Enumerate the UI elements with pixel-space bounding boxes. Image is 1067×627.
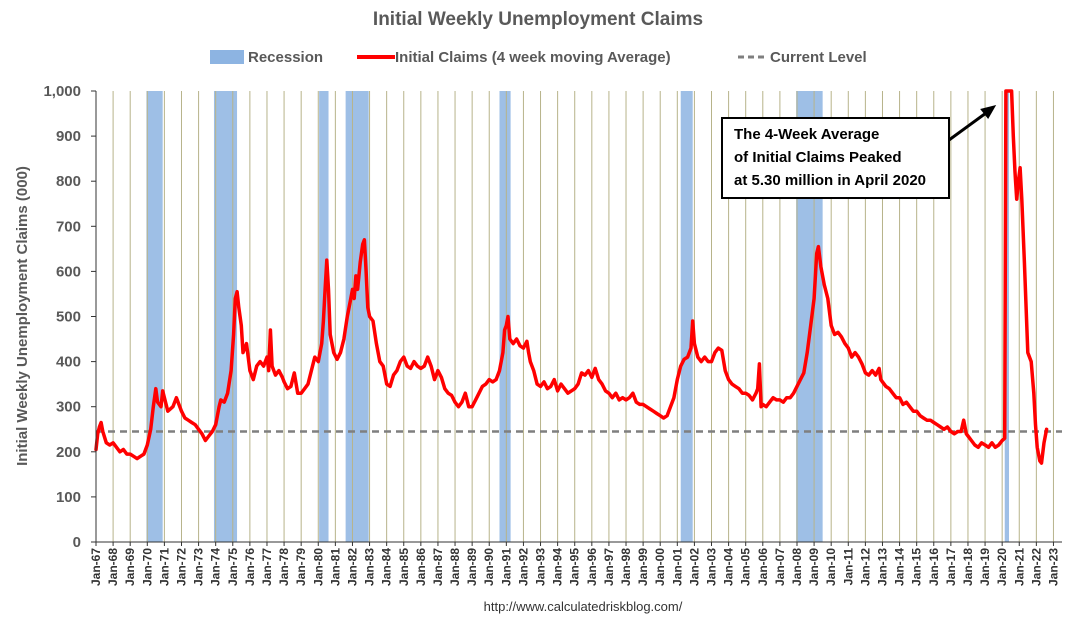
legend-label: Initial Claims (4 week moving Average) <box>395 49 671 66</box>
annotation-arrow-line <box>948 108 992 142</box>
x-tick-label: Jan-69 <box>123 548 137 586</box>
x-tick-label: Jan-07 <box>773 548 787 586</box>
y-tick-label: 900 <box>56 128 81 145</box>
x-tick-label: Jan-85 <box>397 548 411 586</box>
y-tick-label: 800 <box>56 173 81 190</box>
x-tick-label: Jan-80 <box>311 548 325 586</box>
x-tick-label: Jan-84 <box>380 548 394 586</box>
legend-label: Recession <box>248 49 323 66</box>
legend-label: Current Level <box>770 49 867 66</box>
x-tick-label: Jan-89 <box>465 548 479 586</box>
y-tick-label: 100 <box>56 489 81 506</box>
y-tick-label: 400 <box>56 354 81 371</box>
y-tick-label: 300 <box>56 399 81 416</box>
x-tick-label: Jan-67 <box>89 548 103 586</box>
x-tick-label: Jan-14 <box>893 548 907 586</box>
x-tick-label: Jan-12 <box>858 548 872 586</box>
y-ticks: 0 100 200 300 400 500 600 700 800 900 1,000 <box>43 83 96 551</box>
y-axis-label: Initial Weekly Unemployment Claims (000) <box>14 166 31 466</box>
x-tick-label: Jan-10 <box>824 548 838 586</box>
recession-band <box>213 91 238 542</box>
recession-band <box>680 91 693 542</box>
x-tick-label: Jan-00 <box>653 548 667 586</box>
x-tick-label: Jan-15 <box>910 548 924 586</box>
x-tick-label: Jan-08 <box>790 548 804 586</box>
x-tick-label: Jan-17 <box>944 548 958 586</box>
x-tick-label: Jan-23 <box>1046 548 1060 586</box>
y-tick-label: 500 <box>56 309 81 326</box>
x-tick-label: Jan-96 <box>585 548 599 586</box>
x-tick-label: Jan-13 <box>875 548 889 586</box>
x-tick-label: Jan-16 <box>927 548 941 586</box>
x-tick-label: Jan-18 <box>961 548 975 586</box>
annotation-box <box>721 117 950 199</box>
x-tick-label: Jan-91 <box>499 548 513 586</box>
legend-swatch-recession <box>210 50 244 64</box>
recession-band <box>499 91 511 542</box>
x-tick-label: Jan-74 <box>209 548 223 586</box>
x-tick-label: Jan-20 <box>995 548 1009 586</box>
x-tick-label: Jan-73 <box>192 548 206 586</box>
x-tick-label: Jan-83 <box>363 548 377 586</box>
x-tick-label: Jan-72 <box>174 548 188 586</box>
recession-band <box>345 91 369 542</box>
x-tick-label: Jan-90 <box>482 548 496 586</box>
x-tick-label: Jan-02 <box>687 548 701 586</box>
x-tick-label: Jan-93 <box>534 548 548 586</box>
x-tick-label: Jan-75 <box>226 548 240 586</box>
x-tick-label: Jan-88 <box>448 548 462 586</box>
x-tick-label: Jan-95 <box>568 548 582 586</box>
x-tick-label: Jan-70 <box>140 548 154 586</box>
series-line <box>94 89 1049 465</box>
x-tick-label: Jan-71 <box>157 548 171 586</box>
x-tick-label: Jan-97 <box>602 548 616 586</box>
x-tick-label: Jan-87 <box>431 548 445 586</box>
x-tick-label: Jan-94 <box>551 548 565 586</box>
x-tick-label: Jan-21 <box>1012 548 1026 586</box>
x-tick-label: Jan-09 <box>807 548 821 586</box>
x-tick-label: Jan-22 <box>1029 548 1043 586</box>
x-tick-label: Jan-82 <box>345 548 359 586</box>
x-tick-label: Jan-11 <box>841 548 855 586</box>
y-tick-label: 0 <box>73 534 81 551</box>
annotation-text: The 4-Week Average <box>734 126 879 143</box>
x-tick-label: Jan-99 <box>636 548 650 586</box>
annotation-text: of Initial Claims Peaked <box>734 149 902 166</box>
x-tick-label: Jan-04 <box>722 548 736 586</box>
y-tick-label: 600 <box>56 263 81 280</box>
x-tick-label: Jan-92 <box>516 548 530 586</box>
y-tick-label: 700 <box>56 218 81 235</box>
recession-band <box>146 91 163 542</box>
x-tick-label: Jan-05 <box>739 548 753 586</box>
x-ticks: Jan-67 Jan-68 Jan-69 Jan-70 Jan-71 Jan-72 Jan-… <box>89 542 1060 586</box>
x-tick-label: Jan-19 <box>978 548 992 586</box>
x-tick-label: Jan-86 <box>414 548 428 586</box>
x-tick-label: Jan-78 <box>277 548 291 586</box>
legend: Recession Initial Claims (4 week moving A… <box>210 49 867 66</box>
annotation: The 4-Week Average of Initial Claims Peak… <box>721 105 997 199</box>
x-tick-label: Jan-79 <box>294 548 308 586</box>
x-tick-label: Jan-01 <box>670 548 684 586</box>
source-url: http://www.calculatedriskblog.com/ <box>484 599 683 614</box>
annotation-arrow-head <box>980 105 997 119</box>
annotation-text: at 5.30 million in April 2020 <box>734 172 926 189</box>
x-tick-label: Jan-77 <box>260 548 274 586</box>
chart-title: Initial Weekly Unemployment Claims <box>373 9 703 30</box>
x-tick-label: Jan-03 <box>705 548 719 586</box>
y-tick-label: 200 <box>56 444 81 461</box>
x-tick-label: Jan-76 <box>243 548 257 586</box>
y-tick-label: 1,000 <box>43 83 81 100</box>
x-tick-label: Jan-06 <box>756 548 770 586</box>
series-layer <box>94 89 1049 465</box>
x-tick-label: Jan-68 <box>106 548 120 586</box>
x-tick-label: Jan-81 <box>328 548 342 586</box>
x-tick-label: Jan-98 <box>619 548 633 586</box>
